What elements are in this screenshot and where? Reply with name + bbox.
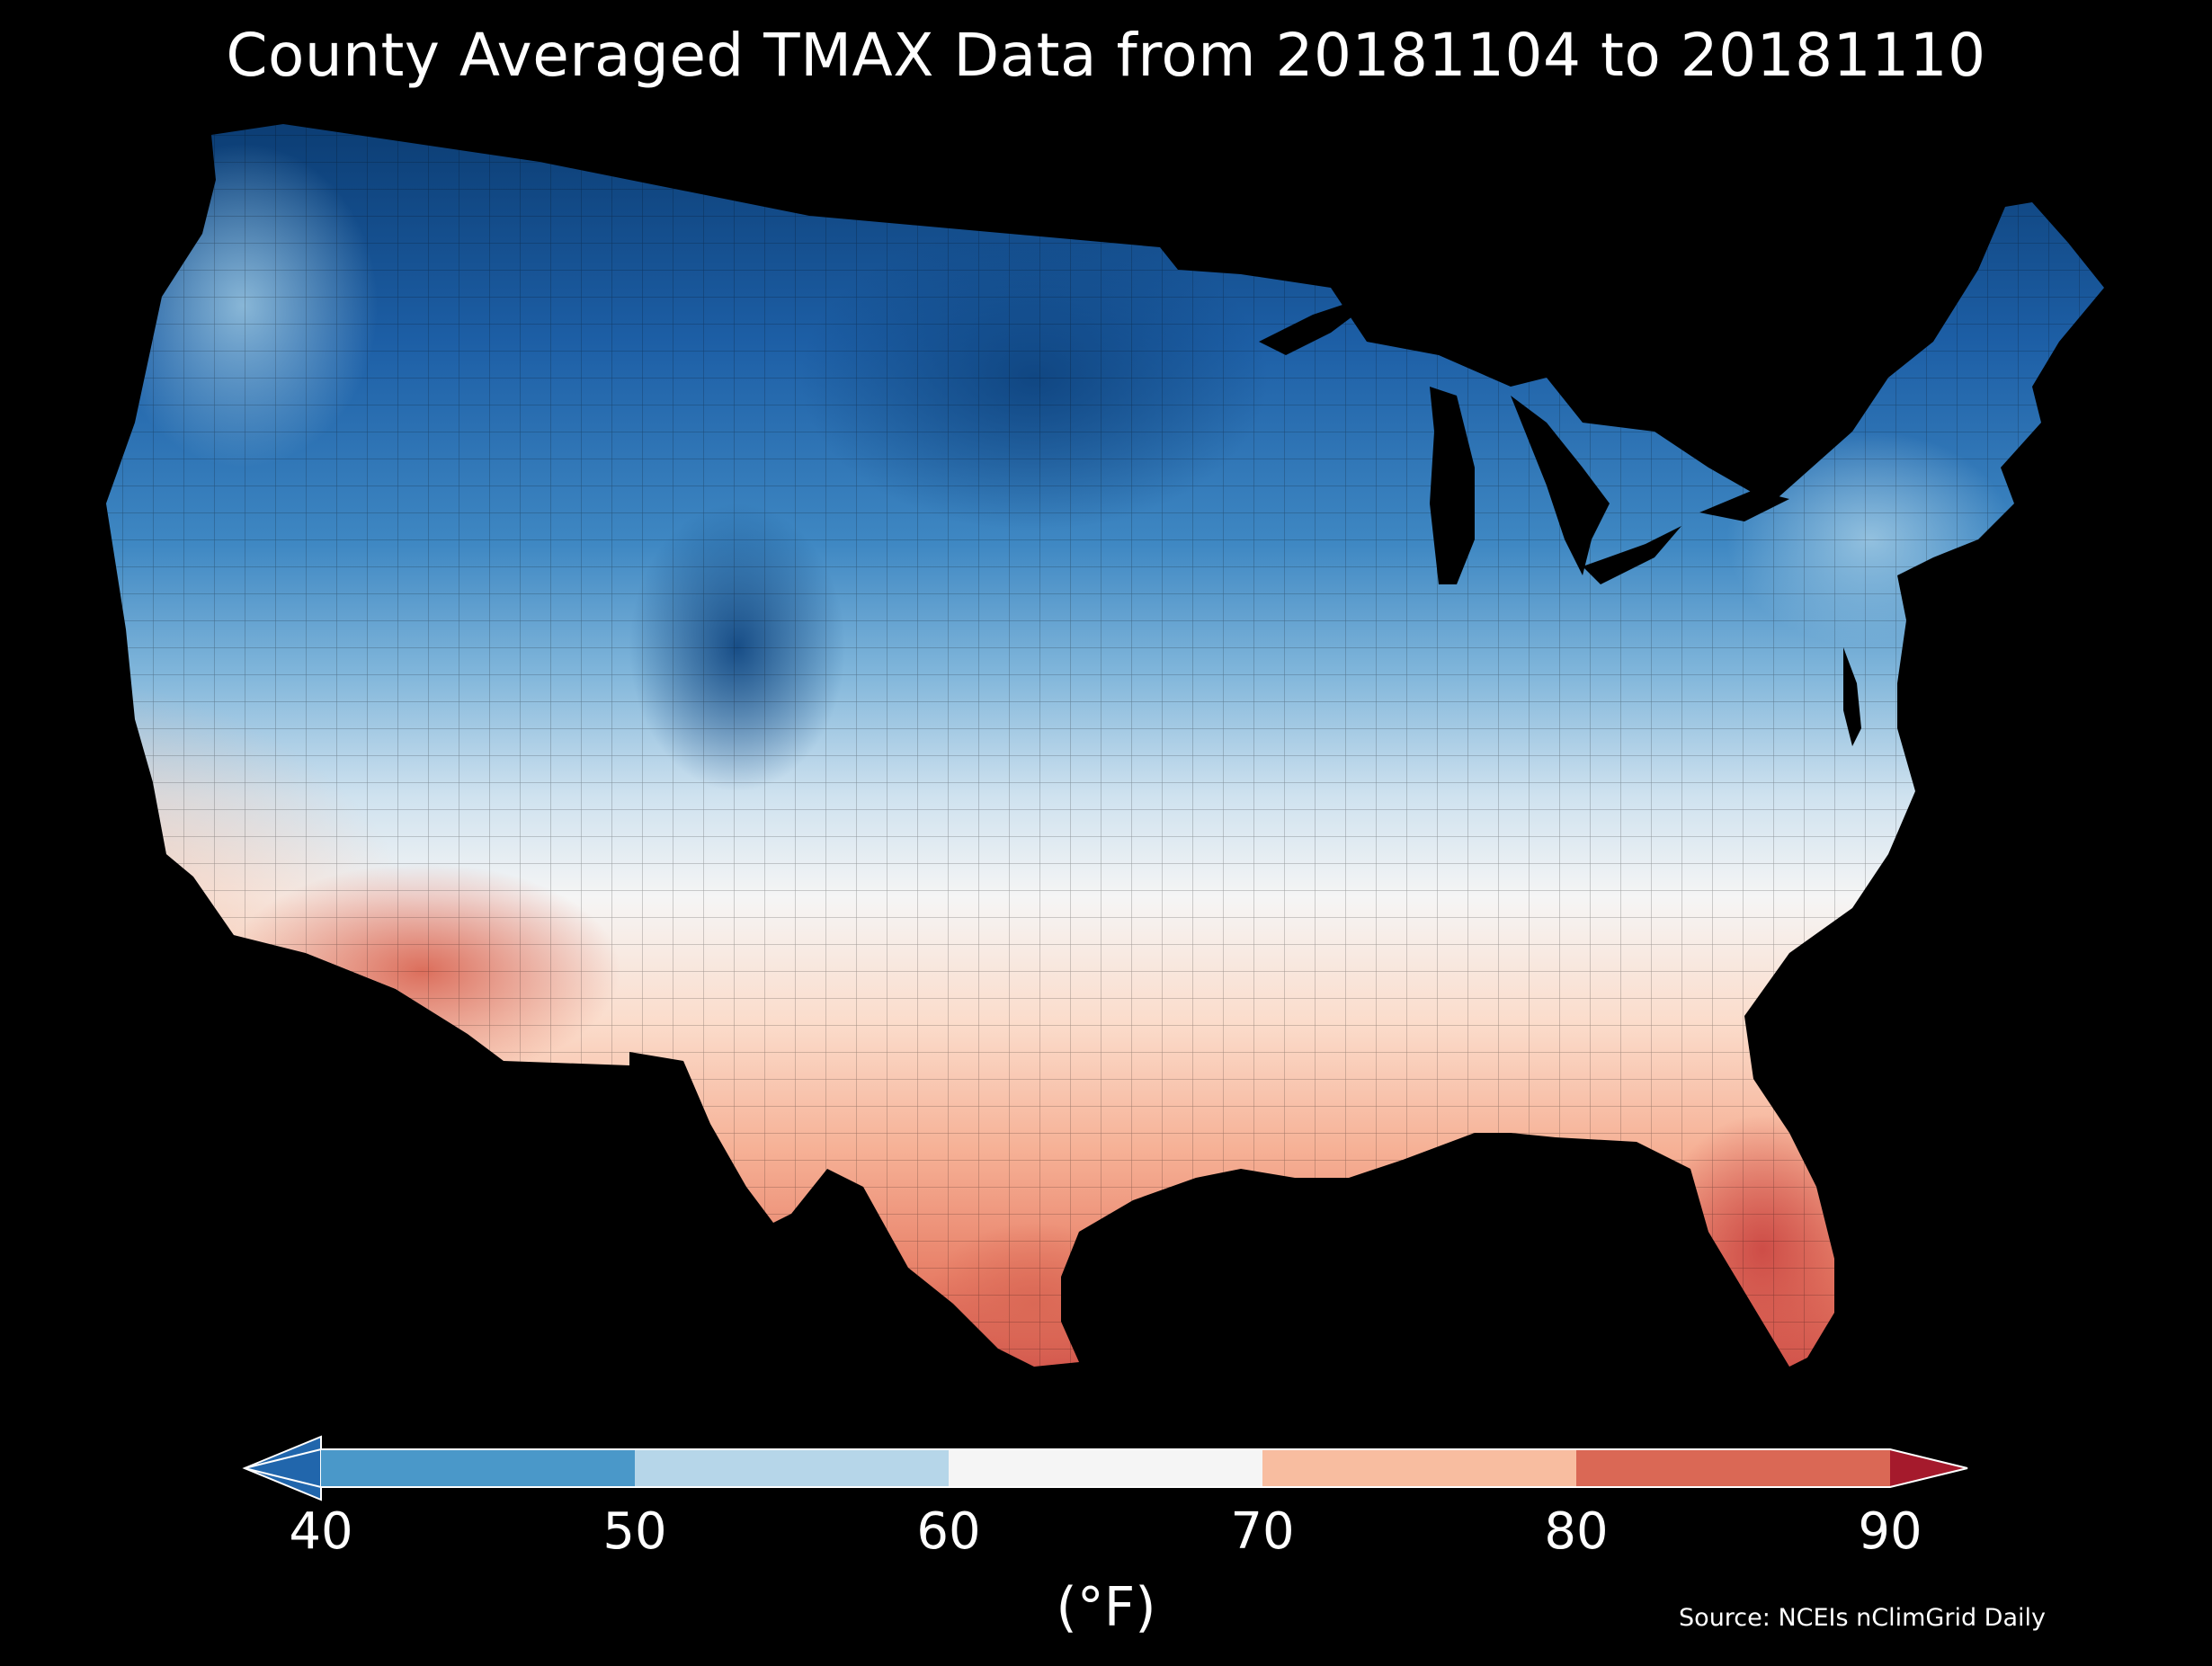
colorbar-bin-60-70 [949,1449,1262,1487]
colorbar-bin-40-50 [321,1449,635,1487]
colorbar-tick-50: 50 [602,1502,667,1561]
lake-erie [1583,526,1681,584]
colorbar-over-extension [1890,1449,1967,1487]
colorbar-tick-90: 90 [1858,1502,1922,1561]
lake-huron [1511,396,1610,575]
colorbar-tick-70: 70 [1230,1502,1295,1561]
lake-michigan [1430,387,1475,584]
lake-superior [1259,283,1403,355]
great-lakes [1259,283,1861,746]
colorbar-tick-80: 80 [1544,1502,1609,1561]
colorbar-bin-70-80 [1262,1449,1576,1487]
lake-ontario [1699,490,1789,521]
map-title: County Averaged TMAX Data from 20181104 … [226,21,1986,90]
colorbar-outline [244,1448,1968,1488]
colorbar [242,1435,1968,1501]
source-credit: Source: NCEIs nClimGrid Daily [1679,1604,2046,1632]
colorbar-unit-label: (°F) [1056,1576,1156,1639]
colorbar-under-extension [242,1435,322,1501]
colorbar-tick-40: 40 [289,1502,353,1561]
map-landmass [106,124,2104,1367]
chesapeake-bay [1843,647,1861,746]
colorbar-bin-80-90 [1576,1449,1890,1487]
colorbar-tick-60: 60 [916,1502,981,1561]
colorbar-bin-50-60 [635,1449,949,1487]
